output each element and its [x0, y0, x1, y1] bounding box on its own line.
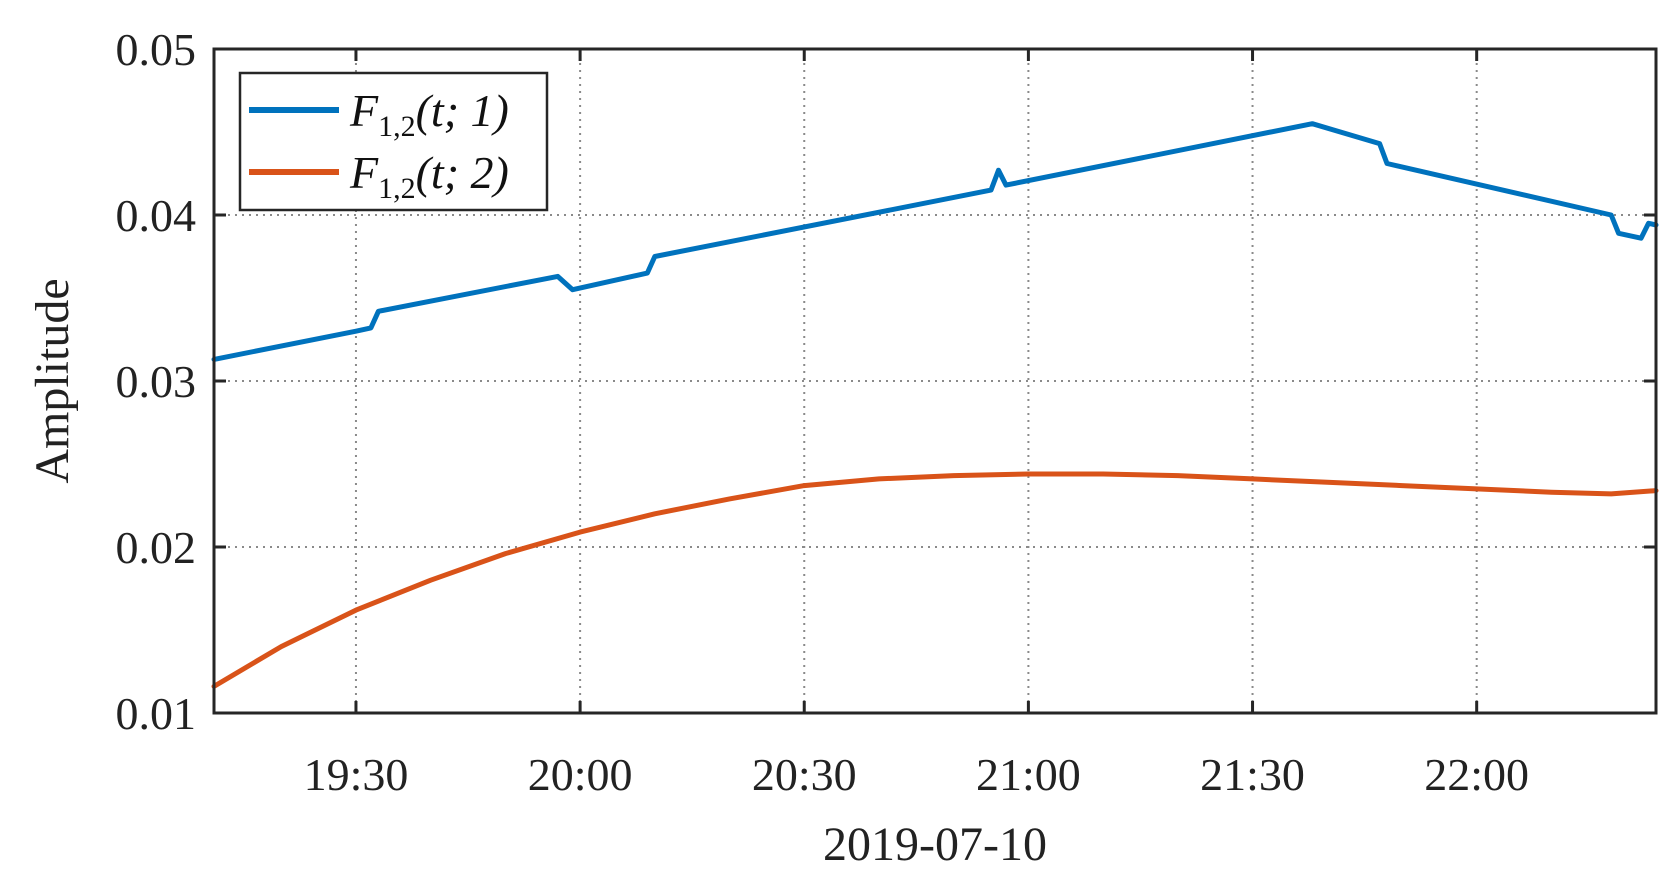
y-axis-label: Amplitude	[26, 278, 79, 483]
legend-label-1: F1,2(t; 1)	[349, 85, 509, 143]
legend-label-2: F1,2(t; 2)	[349, 147, 509, 205]
x-tick-label: 22:00	[1424, 749, 1529, 800]
y-tick-label: 0.01	[116, 688, 197, 739]
tick-marks	[214, 47, 1656, 715]
y-tick-label: 0.04	[116, 190, 197, 241]
y-tick-label: 0.02	[116, 522, 197, 573]
grid-lines	[214, 49, 1656, 713]
legend: F1,2(t; 1)F1,2(t; 2)	[238, 71, 549, 212]
y-tick-labels: 0.01 0.02 0.03 0.04 0.05	[116, 24, 197, 739]
x-tick-label: 20:30	[752, 749, 857, 800]
legend-box	[238, 71, 549, 212]
x-tick-label: 19:30	[304, 749, 409, 800]
x-tick-label: 21:30	[1200, 749, 1305, 800]
series-layer	[211, 121, 1659, 689]
series-line-2	[211, 471, 1659, 689]
y-tick-label: 0.03	[116, 356, 197, 407]
x-tick-labels: 19:30 20:00 20:30 21:00 21:30 22:00	[304, 749, 1530, 800]
x-tick-label: 21:00	[976, 749, 1081, 800]
y-tick-label: 0.05	[116, 24, 197, 75]
x-tick-label: 20:00	[528, 749, 633, 800]
series-line-1	[211, 121, 1659, 362]
x-axis-label: 2019-07-10	[823, 818, 1047, 871]
